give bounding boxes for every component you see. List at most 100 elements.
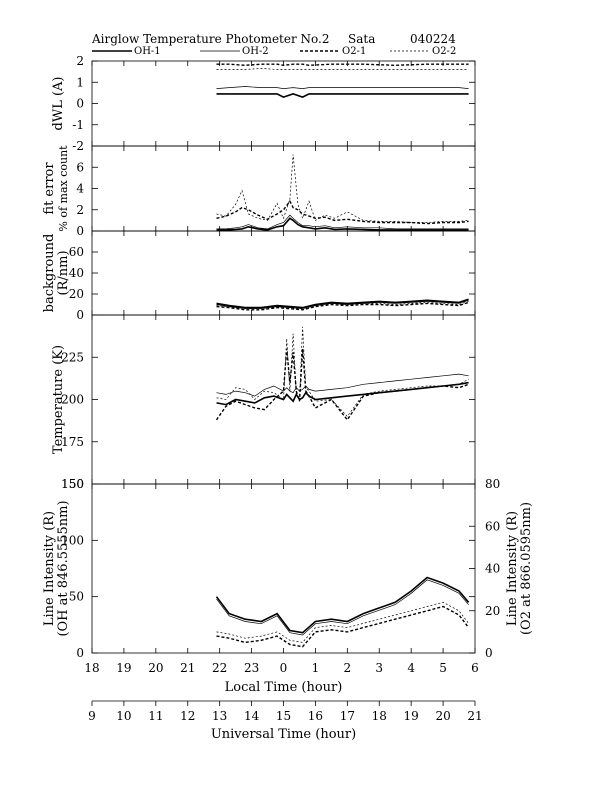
y-right-axis-title: Line Intensity (R) bbox=[505, 511, 520, 626]
y-axis-title: Temperature (K) bbox=[51, 345, 66, 454]
legend-label-3: O2-1 bbox=[342, 46, 366, 57]
y-axis-title: fit error bbox=[42, 162, 57, 215]
panel-2: 6 4 2 0 fit error% of max count bbox=[42, 145, 476, 238]
series-line-o2-1 bbox=[215, 348, 469, 421]
ut-tick-label: 17 bbox=[340, 709, 355, 723]
ut-tick-label: 15 bbox=[276, 709, 291, 723]
y-tick-label: 6 bbox=[76, 160, 84, 174]
local-time-tick-label: 5 bbox=[439, 661, 447, 675]
series-line-oh-1 bbox=[216, 217, 469, 231]
y-tick-label: 1 bbox=[76, 75, 84, 89]
ut-tick-label: 16 bbox=[308, 709, 323, 723]
panel-3: 60 40 20 0 background (R/nm) bbox=[42, 230, 476, 322]
series-line-oh-2 bbox=[216, 214, 469, 230]
y-tick-label: 4 bbox=[76, 182, 84, 196]
y-tick-label: 0 bbox=[76, 224, 84, 238]
y-right-tick-label: 40 bbox=[485, 562, 500, 576]
legend-label-4: O2-2 bbox=[432, 46, 456, 57]
y-tick-label: 2 bbox=[76, 54, 84, 68]
local-time-tick-label: 21 bbox=[180, 661, 195, 675]
y-tick-label: 60 bbox=[69, 245, 84, 259]
series-line-oh-1 bbox=[216, 298, 469, 309]
panel-4: 225 200 175 150 Temperature (K) bbox=[51, 314, 476, 491]
ut-tick-label: 14 bbox=[244, 709, 260, 723]
series-line-oh-1 bbox=[215, 576, 470, 634]
y-axis-title: Line Intensity (R) bbox=[42, 511, 57, 626]
panel-1: 2 1 0 -1 -2 dWL (A) bbox=[51, 54, 476, 153]
series-line-o2-1 bbox=[216, 605, 470, 648]
local-time-tick-label: 1 bbox=[312, 661, 320, 675]
y-axis-subtitle: (R/nm) bbox=[56, 250, 71, 295]
local-time-tick-label: 0 bbox=[280, 661, 288, 675]
local-time-tick-label: 4 bbox=[407, 661, 415, 675]
y-tick-label: 0 bbox=[76, 97, 84, 111]
series-line-o2-2 bbox=[216, 601, 469, 643]
ut-tick-label: 10 bbox=[116, 709, 131, 723]
series-line-o2-1 bbox=[216, 199, 469, 225]
y-axis-title: background bbox=[42, 234, 57, 313]
y-tick-label: 225 bbox=[61, 350, 84, 364]
series-line-o2-1 bbox=[216, 301, 469, 311]
legend: OH-1 OH-2 O2-1 O2-2 bbox=[92, 46, 456, 57]
legend-label-2: OH-2 bbox=[242, 46, 269, 57]
y-tick-label: 200 bbox=[61, 393, 84, 407]
y-tick-label: 150 bbox=[61, 477, 84, 491]
ut-tick-label: 13 bbox=[212, 709, 227, 723]
y-tick-label: 2 bbox=[76, 203, 84, 217]
ut-tick-label: 11 bbox=[148, 709, 163, 723]
panel-frame bbox=[91, 483, 476, 654]
y-axis-title: dWL (A) bbox=[51, 77, 66, 131]
ut-tick-label: 19 bbox=[404, 709, 419, 723]
y-tick-label: 175 bbox=[61, 435, 84, 449]
legend-label-1: OH-1 bbox=[134, 46, 161, 57]
local-time-tick-label: 6 bbox=[471, 661, 479, 675]
y-axis-subtitle: % of max count bbox=[57, 145, 70, 232]
ut-tick-label: 21 bbox=[467, 709, 482, 723]
series-line-oh-2 bbox=[216, 299, 469, 310]
y-tick-label: 50 bbox=[69, 590, 84, 604]
panel-frame bbox=[91, 230, 476, 316]
y-right-tick-label: 60 bbox=[485, 519, 500, 533]
y-tick-label: -2 bbox=[72, 139, 84, 153]
y-right-tick-label: 80 bbox=[485, 477, 500, 491]
ut-axis-title: Universal Time (hour) bbox=[211, 727, 356, 742]
y-tick-label: 0 bbox=[76, 308, 84, 322]
y-right-axis-subtitle: (O2 at 866.0595nm) bbox=[519, 502, 534, 635]
y-tick-label: 40 bbox=[69, 266, 84, 280]
header-date: 040224 bbox=[410, 32, 456, 46]
y-tick-label: 0 bbox=[76, 646, 84, 660]
header-site: Sata bbox=[348, 32, 375, 46]
y-right-tick-label: 0 bbox=[485, 646, 493, 660]
panel-frame bbox=[91, 60, 476, 147]
local-time-tick-label: 2 bbox=[344, 661, 352, 675]
local-time-tick-label: 22 bbox=[212, 661, 227, 675]
ut-tick-label: 20 bbox=[435, 709, 450, 723]
series-line-o2-2 bbox=[216, 68, 469, 70]
series-line-oh-2 bbox=[216, 373, 469, 397]
series-line-o2-2 bbox=[216, 326, 469, 417]
local-time-tick-label: 19 bbox=[116, 661, 131, 675]
y-axis-subtitle: (OH at 846.5555nm) bbox=[56, 500, 71, 636]
local-time-tick-label: 18 bbox=[84, 661, 99, 675]
local-time-tick-label: 20 bbox=[148, 661, 163, 675]
local-time-tick-label: 23 bbox=[244, 661, 259, 675]
ut-tick-label: 9 bbox=[88, 709, 96, 723]
ut-tick-label: 18 bbox=[372, 709, 387, 723]
header-title: Airglow Temperature Photometer No.2 bbox=[91, 32, 330, 46]
series-line-o2-1 bbox=[216, 63, 469, 67]
series-line-oh-1 bbox=[216, 93, 469, 98]
y-right-tick-label: 20 bbox=[485, 604, 500, 618]
local-time-tick-label: 3 bbox=[375, 661, 383, 675]
local-time-axis-title: Local Time (hour) bbox=[225, 680, 343, 695]
ut-tick-label: 12 bbox=[180, 709, 195, 723]
y-tick-label: 100 bbox=[61, 533, 84, 547]
series-line-oh-2 bbox=[216, 86, 469, 89]
y-tick-label: 150 bbox=[61, 477, 84, 491]
y-tick-label: -1 bbox=[72, 118, 84, 132]
series-line-oh-2 bbox=[216, 579, 469, 636]
y-tick-label: 20 bbox=[69, 287, 84, 301]
